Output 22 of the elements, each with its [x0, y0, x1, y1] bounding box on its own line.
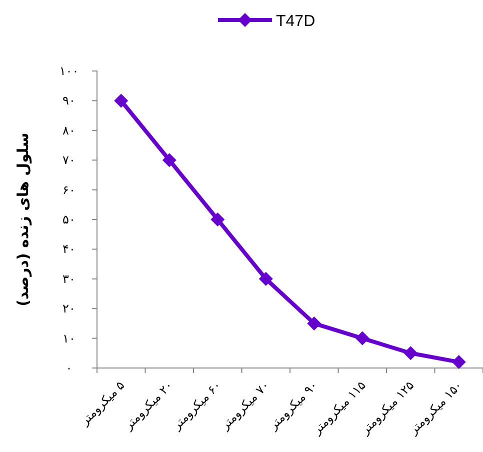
legend-label: T47D: [276, 13, 316, 30]
y-tick-label: ۱۰: [62, 331, 76, 346]
point: [452, 355, 466, 370]
point: [355, 331, 370, 346]
point: [114, 94, 128, 108]
y-tick-label: ۸۰: [62, 123, 76, 138]
y-tick-label: ۳۰: [62, 272, 76, 286]
point: [307, 316, 322, 330]
y-tick-label: ۰: [66, 361, 72, 375]
y-tick-label: ۴۰: [62, 242, 76, 256]
point: [404, 346, 418, 360]
y-tick-label: ۶۰: [62, 182, 76, 197]
y-tick-label: ۱۰۰: [59, 64, 79, 78]
point: [258, 272, 273, 286]
x-tick-label: ۵ میکرومتر: [77, 378, 128, 428]
y-tick-label: ۲۰: [62, 302, 76, 316]
point: [162, 153, 176, 168]
y-tick-label: ۵۰: [62, 212, 76, 226]
y-axis-title: سلول های زنده (درصد): [14, 132, 32, 306]
y-tick-label: ۷۰: [62, 153, 76, 168]
y-tick-label: ۹۰: [62, 94, 76, 108]
point: [210, 212, 225, 226]
